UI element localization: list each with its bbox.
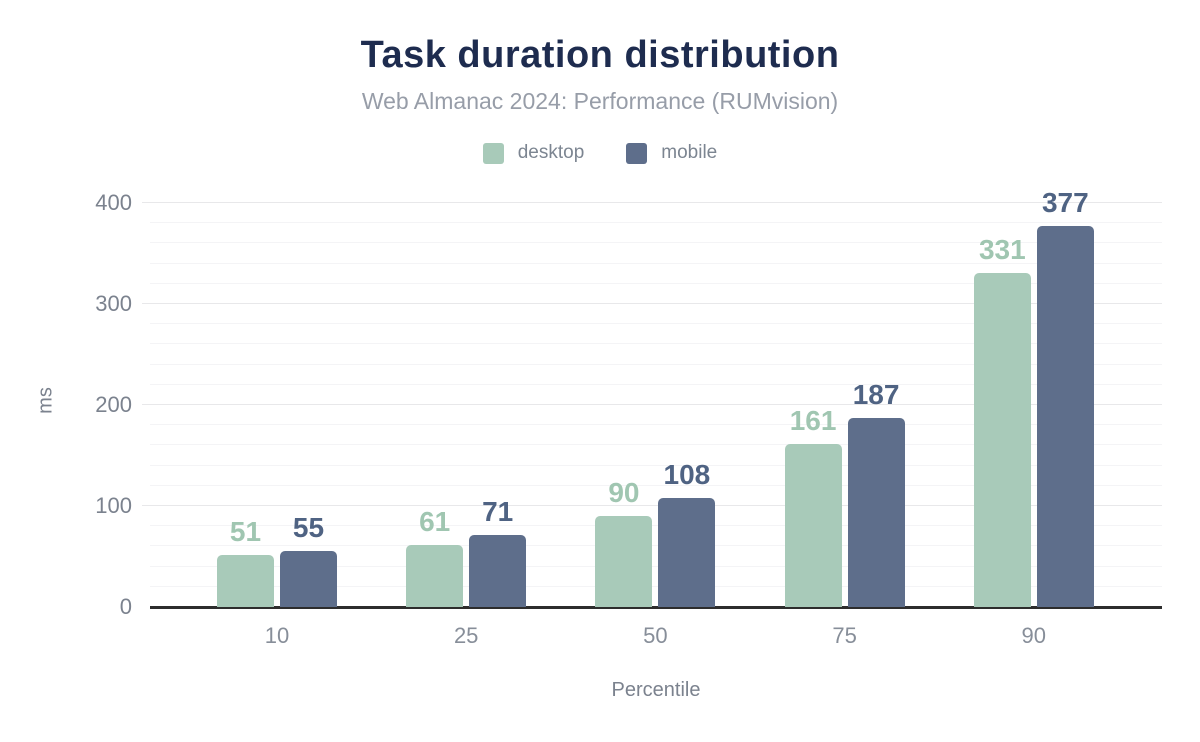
gridline-minor [150, 343, 1162, 345]
gridline-minor [150, 565, 1162, 567]
bar-mobile-p50[interactable] [658, 498, 716, 607]
bar-mobile-p10[interactable] [280, 551, 337, 607]
gridline-minor [150, 525, 1162, 527]
gridline-minor [150, 383, 1162, 385]
gridline-minor [150, 323, 1162, 325]
gridline-minor [150, 282, 1162, 284]
gridline-major [142, 505, 1162, 506]
bar-value-label: 55 [292, 512, 325, 543]
bar-value-label: 377 [1041, 187, 1089, 218]
x-tick-label: 90 [1021, 623, 1047, 648]
bar-value-label: 61 [419, 506, 451, 537]
bar-desktop-p90[interactable] [973, 273, 1031, 607]
gridline-major [142, 404, 1162, 405]
bar-value-label: 51 [229, 516, 262, 547]
bar-desktop-p75[interactable] [784, 444, 842, 607]
gridline-minor [150, 585, 1162, 587]
gridline-minor [150, 424, 1162, 426]
legend-item-mobile[interactable]: mobile [626, 142, 717, 164]
bar-value-label: 161 [789, 405, 837, 436]
y-tick-label: 200 [95, 392, 132, 417]
bar-value-label: 71 [482, 496, 514, 527]
bar-desktop-p25[interactable] [406, 545, 464, 607]
bar-value-label: 187 [852, 379, 900, 410]
bar-desktop-p50[interactable] [595, 516, 653, 607]
bar-mobile-p25[interactable] [469, 535, 527, 607]
legend-swatch-desktop [482, 142, 504, 164]
gridline-minor [150, 484, 1162, 486]
plot-area: 51 55 61 71 90 108 161 187 331 377 [142, 187, 1162, 609]
y-tick-label: 100 [95, 493, 132, 518]
x-tick-label: 10 [264, 623, 290, 648]
x-tick-label: 25 [453, 623, 479, 648]
gridline-minor [150, 545, 1162, 547]
x-tick-label: 50 [643, 623, 668, 648]
bar-value-label: 331 [978, 234, 1026, 265]
x-tick-label: 75 [832, 623, 857, 648]
y-tick-label: 400 [95, 190, 132, 215]
legend-swatch-mobile [626, 142, 648, 164]
y-tick-label: 300 [95, 291, 132, 316]
legend-label: mobile [661, 142, 718, 163]
bar-mobile-p75[interactable] [847, 418, 905, 607]
bar-mobile-p90[interactable] [1036, 226, 1094, 607]
bar-value-label: 108 [663, 459, 711, 490]
x-axis-title: Percentile [611, 679, 701, 701]
gridline-major [142, 202, 1162, 203]
gridline-minor [150, 242, 1162, 244]
bar-desktop-p10[interactable] [217, 555, 274, 607]
y-tick-label: 0 [119, 594, 132, 619]
gridline-major [142, 303, 1162, 304]
gridline-minor [150, 363, 1162, 365]
gridline-minor [150, 464, 1162, 466]
chart-subtitle: Web Almanac 2024: Performance (RUMvision… [361, 88, 839, 114]
legend-item-desktop[interactable]: desktop [482, 142, 585, 164]
chart-title: Task duration distribution [360, 34, 840, 76]
gridline-minor [150, 222, 1162, 224]
gridline-minor [150, 262, 1162, 264]
legend: desktop mobile [0, 142, 1200, 164]
bar-value-label: 90 [608, 477, 640, 508]
gridline-minor [150, 444, 1162, 446]
x-axis-line [150, 606, 1162, 609]
legend-label: desktop [517, 142, 585, 163]
